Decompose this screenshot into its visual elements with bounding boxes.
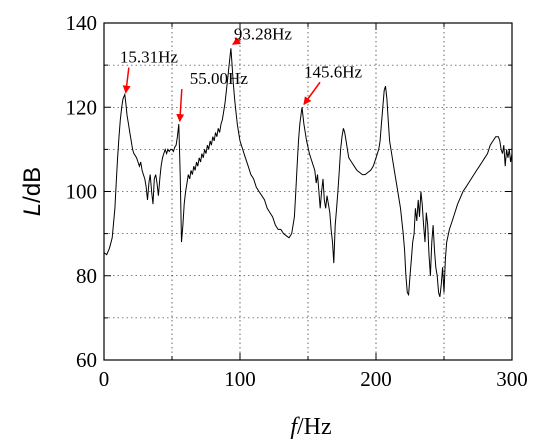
- x-tick-label: 0: [99, 367, 110, 391]
- annotation-label: 145.6Hz: [304, 62, 363, 81]
- annotation-arrow: [176, 89, 185, 123]
- annotations: 15.31Hz 55.00Hz 93.28Hz 145.6Hz: [120, 24, 363, 123]
- y-tick-label: 80: [76, 264, 97, 288]
- y-tick-label: 100: [66, 180, 98, 204]
- annotation-label: 93.28Hz: [234, 24, 293, 43]
- series-line: [103, 48, 513, 297]
- axis-ticks: 0 100 200 300 60 80 100 120 140: [66, 11, 528, 391]
- x-tick-label: 200: [360, 367, 392, 391]
- x-axis-label-unit: /Hz: [297, 414, 332, 440]
- annotation-arrow: [303, 81, 321, 106]
- x-axis-label: f/Hz: [290, 414, 331, 440]
- y-axis-label: L/dB: [19, 167, 46, 216]
- annotation-arrow: [232, 37, 242, 45]
- x-tick-label: 300: [496, 367, 528, 391]
- y-axis-label-unit: /dB: [19, 167, 46, 203]
- x-axis-label-var: f: [290, 414, 300, 440]
- annotation-label: 55.00Hz: [190, 69, 249, 88]
- annotation-arrow: [122, 67, 131, 94]
- y-tick-label: 60: [76, 348, 97, 372]
- annotation-label: 15.31Hz: [120, 48, 179, 67]
- y-tick-label: 140: [66, 11, 98, 35]
- y-tick-label: 120: [66, 95, 98, 119]
- x-tick-label: 100: [224, 367, 256, 391]
- y-axis-label-var: L: [19, 203, 46, 216]
